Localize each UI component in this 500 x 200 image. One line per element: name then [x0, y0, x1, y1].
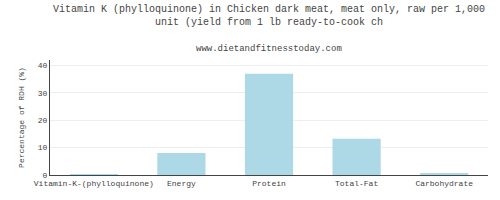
svg-text:Vitamin-K-(phylloquinone): Vitamin-K-(phylloquinone): [34, 179, 154, 188]
svg-text:Vitamin K (phylloquinone) in C: Vitamin K (phylloquinone) in Chicken dar…: [53, 4, 485, 28]
svg-text:20: 20: [38, 116, 48, 125]
svg-text:30: 30: [38, 89, 48, 98]
svg-text:Carbohydrate: Carbohydrate: [415, 179, 473, 188]
svg-text:Protein: Protein: [252, 179, 286, 188]
svg-text:Total-Fat: Total-Fat: [335, 179, 378, 188]
svg-text:0: 0: [43, 171, 48, 180]
svg-text:www.dietandfitnesstoday.com: www.dietandfitnesstoday.com: [196, 44, 342, 54]
svg-text:Percentage of RDH (%): Percentage of RDH (%): [17, 67, 26, 168]
svg-text:40: 40: [38, 61, 48, 70]
svg-text:Energy: Energy: [167, 179, 196, 188]
svg-text:10: 10: [38, 143, 48, 152]
